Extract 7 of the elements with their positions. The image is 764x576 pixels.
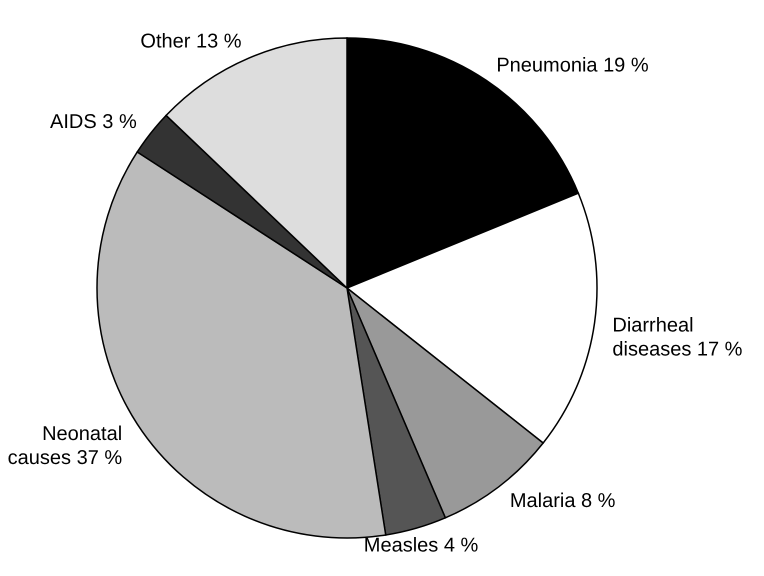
slice-label: AIDS 3 % — [50, 110, 137, 133]
slice-label: Diarrheal diseases 17 % — [612, 314, 743, 360]
slice-label: Malaria 8 % — [510, 490, 616, 512]
slice-label: Other 13 % — [140, 30, 242, 53]
slice-label: Pneumonia 19 % — [496, 54, 649, 76]
slice-label: Measles 4 % — [364, 534, 479, 557]
slice-label: Neonatal causes 37 % — [8, 422, 122, 469]
